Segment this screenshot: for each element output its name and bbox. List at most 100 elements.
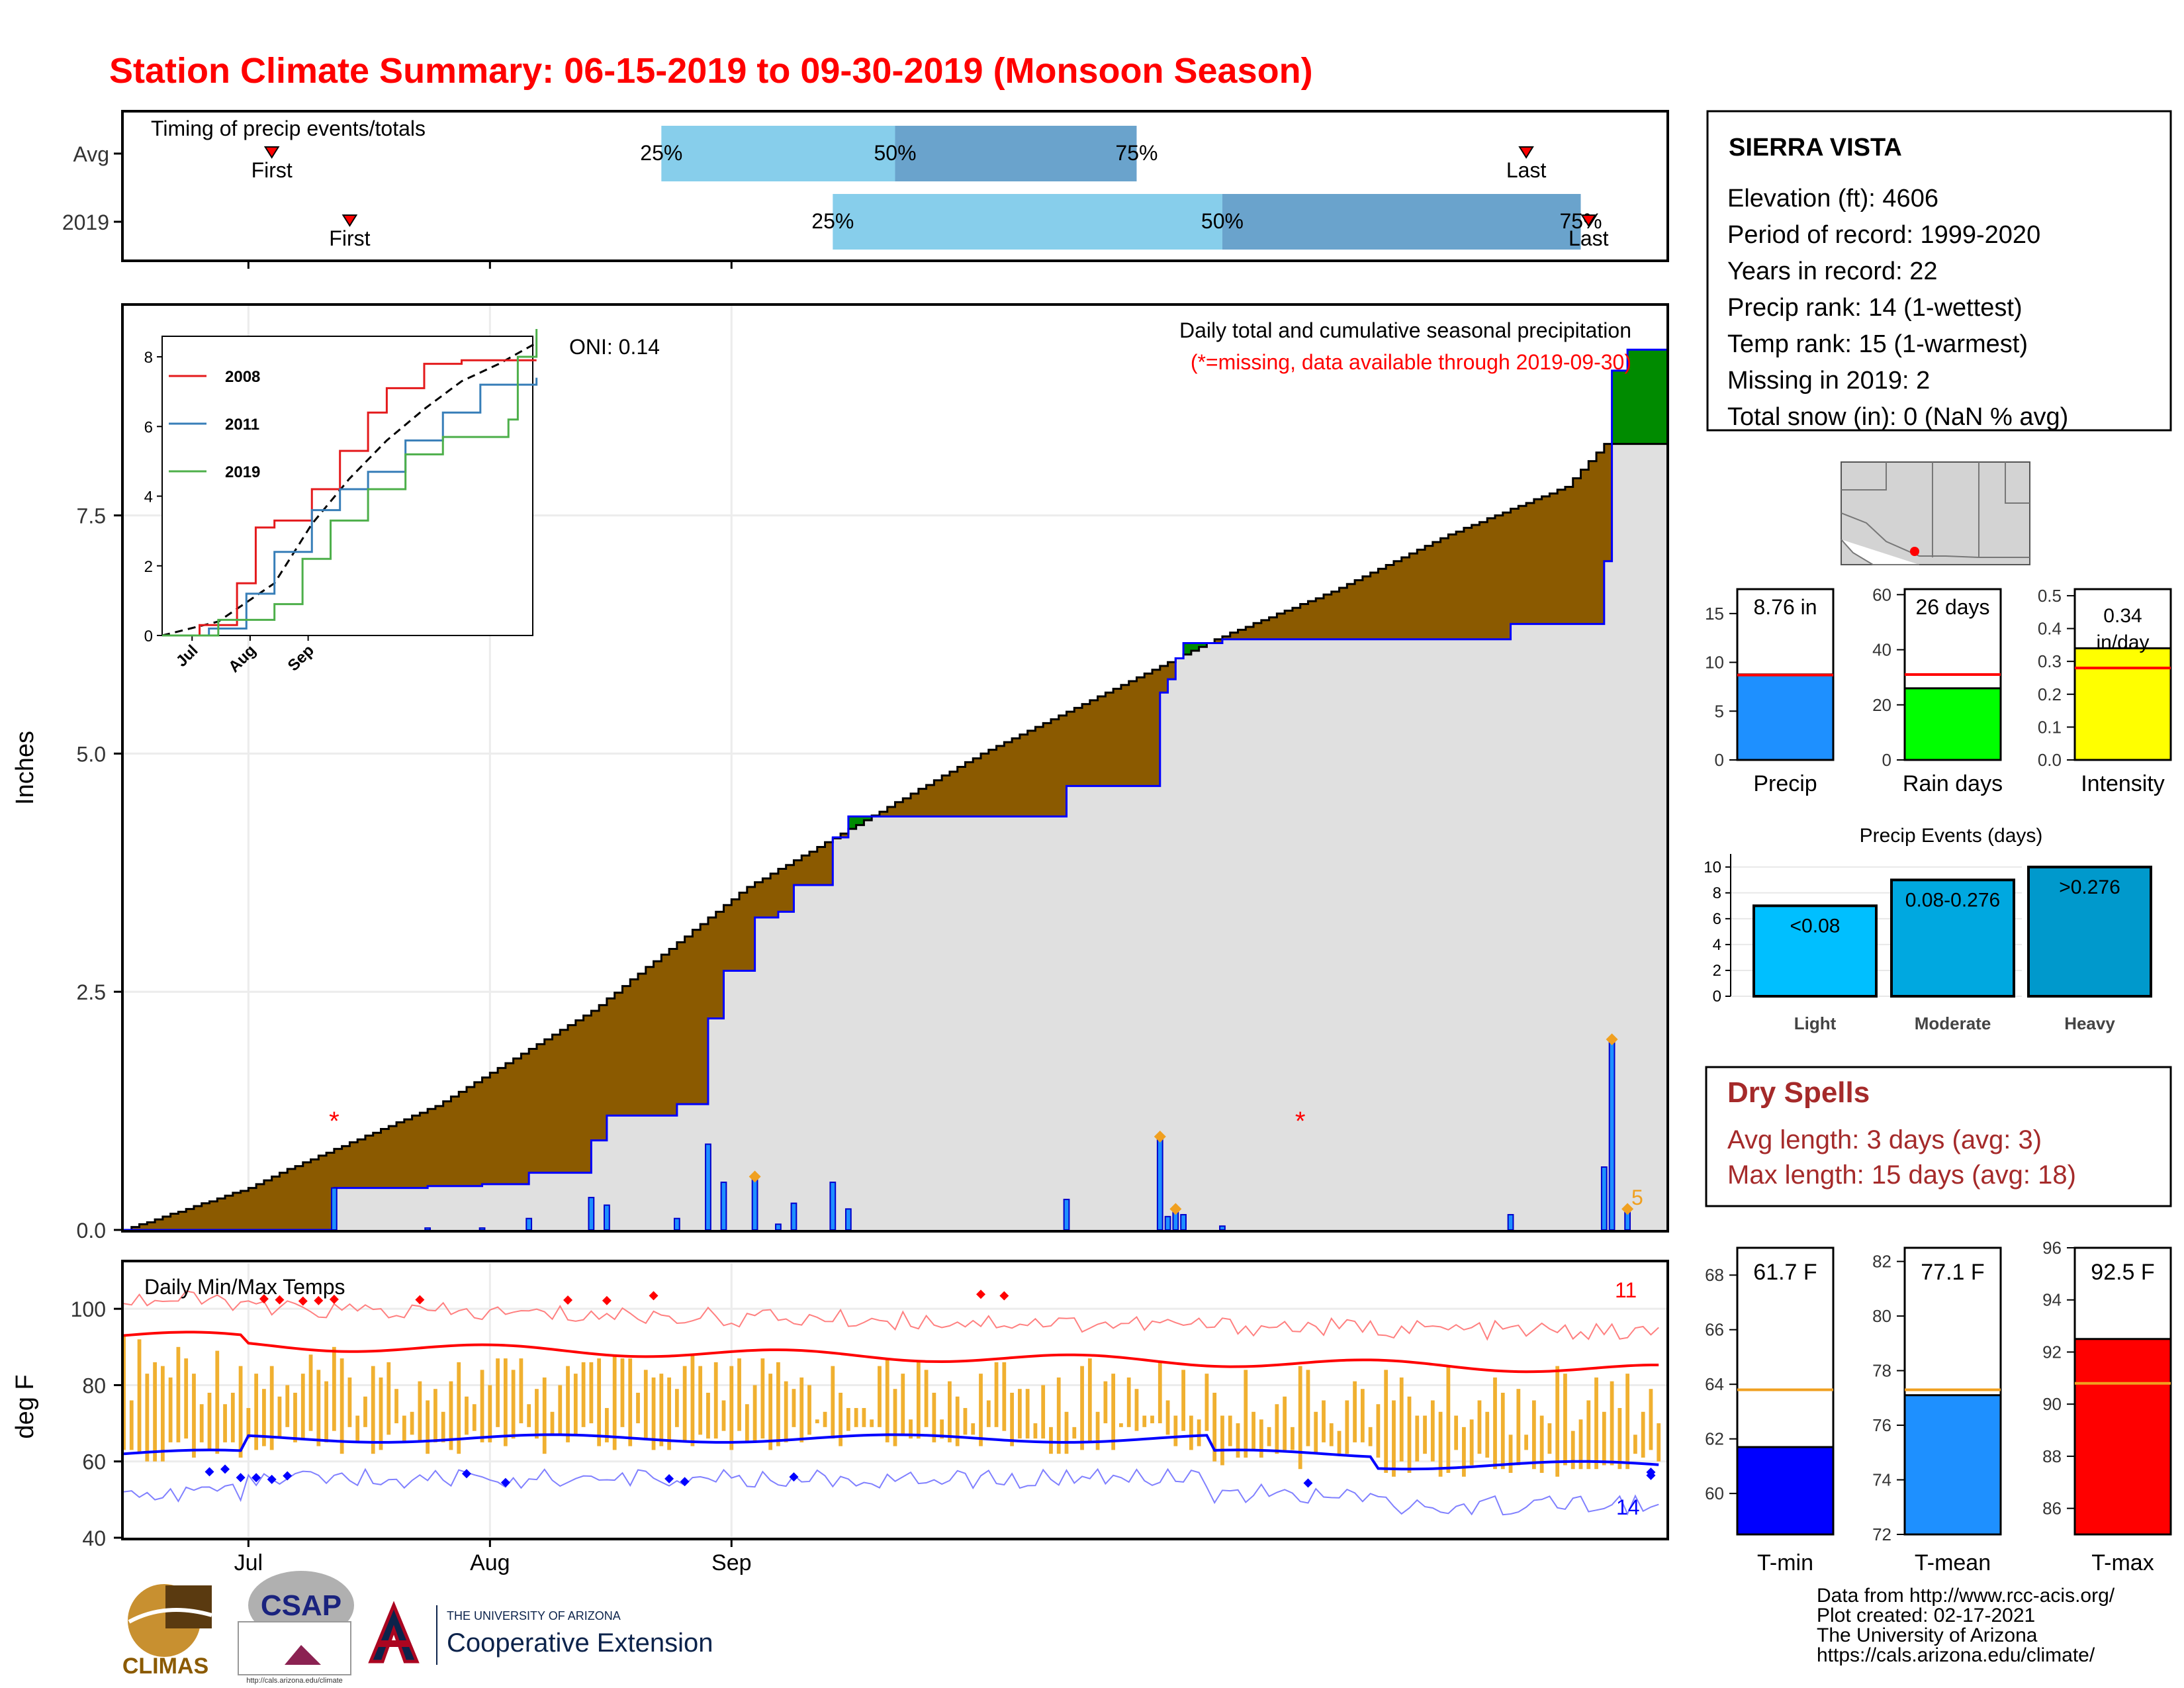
daily-temp-bar bbox=[293, 1392, 297, 1442]
temp-box-ytick-label: 74 bbox=[1872, 1470, 1891, 1490]
daily-temp-bar bbox=[1244, 1370, 1248, 1458]
dry-spells-title: Dry Spells bbox=[1727, 1076, 1870, 1109]
temp-box-ytick-label: 94 bbox=[2042, 1290, 2062, 1310]
total-ytick-label: 0.3 bbox=[2038, 651, 2062, 671]
daily-temp-bar bbox=[1033, 1423, 1038, 1439]
missing-marker: * bbox=[329, 1107, 340, 1136]
daily-temp-bar bbox=[223, 1404, 227, 1442]
daily-temp-bar bbox=[878, 1366, 882, 1427]
daily-temp-bar bbox=[1384, 1370, 1388, 1474]
total-ytick-label: 0.2 bbox=[2038, 684, 2062, 704]
daily-temp-bar bbox=[1111, 1374, 1116, 1450]
daily-temp-bar bbox=[1236, 1423, 1240, 1458]
daily-temp-bar bbox=[1119, 1423, 1123, 1427]
temp-box-ytick-label: 96 bbox=[2042, 1238, 2062, 1258]
daily-precip-bar bbox=[525, 1217, 533, 1231]
total-bar bbox=[1903, 687, 2002, 761]
daily-temp-bar bbox=[581, 1362, 586, 1427]
timing-bar-q25-q50 bbox=[661, 126, 895, 181]
daily-temp-bar bbox=[1649, 1389, 1653, 1450]
daily-temp-bar bbox=[893, 1389, 897, 1446]
footer-credits: Data from http://www.rcc-acis.org/ Plot … bbox=[1817, 1585, 2115, 1666]
inset-series-2011 bbox=[162, 377, 538, 637]
temp-box-ytick-label: 80 bbox=[1872, 1306, 1891, 1326]
temp-box-ytick-label: 92 bbox=[2042, 1342, 2062, 1362]
daily-temp-bar bbox=[441, 1411, 445, 1442]
daily-temp-bar bbox=[1493, 1377, 1497, 1470]
inset-legend-label: 2011 bbox=[225, 416, 259, 434]
temp-ytick-label: 100 bbox=[71, 1297, 106, 1321]
temp-box-value-label: 77.1 F bbox=[1921, 1260, 1984, 1285]
events-range-label: >0.276 bbox=[2059, 876, 2120, 898]
daily-temp-bar bbox=[815, 1419, 819, 1424]
timing-bar-q50-q75 bbox=[1222, 194, 1581, 250]
daily-temp-bar bbox=[465, 1396, 469, 1435]
daily-temp-bar bbox=[542, 1377, 547, 1454]
dry-spells-box: Dry Spells Avg length: 3 days (avg: 3) M… bbox=[1705, 1066, 2172, 1207]
total-ytick-label: 15 bbox=[1705, 604, 1724, 624]
daily-temp-bar bbox=[839, 1392, 842, 1446]
temp-box-ytick-label: 62 bbox=[1705, 1429, 1724, 1449]
record-high-marker bbox=[563, 1295, 573, 1305]
daily-temp-bar bbox=[784, 1381, 788, 1442]
record-high-marker bbox=[602, 1295, 612, 1305]
daily-temp-bar bbox=[752, 1385, 757, 1442]
daily-precip-bar bbox=[1063, 1198, 1070, 1231]
daily-temp-bar bbox=[277, 1396, 282, 1439]
timing-first-marker bbox=[263, 146, 280, 159]
climas-logo: CLIMAS bbox=[122, 1584, 212, 1679]
record-marker bbox=[1169, 1203, 1182, 1215]
month-label-jul: Jul bbox=[234, 1550, 263, 1575]
daily-temp-bar bbox=[1259, 1419, 1263, 1458]
daily-temp-bar bbox=[901, 1374, 905, 1435]
daily-temp-bar bbox=[1322, 1400, 1326, 1442]
total-ytick-label: 0.1 bbox=[2038, 717, 2062, 737]
csap-logo-text: CSAP bbox=[261, 1589, 341, 1622]
daily-temp-bar bbox=[1524, 1434, 1528, 1450]
daily-temp-bar bbox=[690, 1354, 695, 1446]
total-value-unit: in/day bbox=[2096, 632, 2149, 653]
daily-temp-bar bbox=[1095, 1411, 1100, 1450]
daily-temp-bar bbox=[1298, 1366, 1302, 1470]
main-ytick-label: 7.5 bbox=[77, 504, 106, 528]
total-ytick-label: 5 bbox=[1715, 701, 1724, 721]
daily-temp-bar bbox=[1602, 1411, 1606, 1466]
total-ytick-label: 0.4 bbox=[2038, 619, 2062, 639]
logos: CLIMAS CSAP http://cals.arizona.edu/clim… bbox=[122, 1571, 713, 1685]
daily-precip-bar bbox=[1507, 1213, 1514, 1231]
daily-temp-bar bbox=[1041, 1385, 1046, 1439]
average-cumulative-line bbox=[124, 443, 1666, 1231]
events-ytick-label: 2 bbox=[1713, 962, 1721, 980]
station-info-line: Temp rank: 15 (1-warmest) bbox=[1727, 330, 2028, 358]
daily-precip-bar bbox=[790, 1202, 797, 1231]
daily-temp-bar bbox=[682, 1366, 687, 1442]
daily-temp-bar bbox=[1087, 1358, 1092, 1442]
temp-box-label: T-mean bbox=[1915, 1550, 1991, 1575]
daily-temp-bar bbox=[168, 1377, 173, 1442]
daily-temp-bar bbox=[1423, 1415, 1427, 1454]
daily-temp-bar bbox=[1049, 1427, 1053, 1454]
daily-temp-bar bbox=[387, 1362, 391, 1435]
total-value-label: 0.34 bbox=[2103, 605, 2142, 627]
temp-box-bar bbox=[1736, 1446, 1835, 1536]
timing-last-marker bbox=[1518, 146, 1534, 159]
timing-last-marker bbox=[1580, 214, 1597, 227]
daily-temp-bar bbox=[1446, 1366, 1451, 1474]
daily-temp-bar bbox=[199, 1404, 204, 1442]
daily-temp-bar bbox=[1633, 1434, 1637, 1454]
daily-temp-bar bbox=[589, 1362, 594, 1424]
daily-temp-bar bbox=[1392, 1400, 1396, 1477]
events-category-label: Light bbox=[1794, 1013, 1837, 1033]
daily-temp-bar bbox=[1539, 1415, 1544, 1474]
timing-quantile-label: 75% bbox=[1115, 141, 1158, 165]
timing-panel: Timing of precip events/totals Avg 25% 50%… bbox=[62, 110, 1669, 269]
record-high-marker bbox=[976, 1289, 985, 1299]
timing-title: Timing of precip events/totals bbox=[151, 117, 426, 140]
timing-row-label: Avg bbox=[73, 142, 109, 166]
daily-temp-bar bbox=[916, 1362, 921, 1439]
record-low-marker bbox=[236, 1473, 246, 1483]
daily-temp-bar bbox=[1415, 1415, 1420, 1462]
station-info-line: Years in record: 22 bbox=[1727, 258, 1938, 285]
daily-temp-bar bbox=[636, 1392, 640, 1424]
total-ytick-label: 20 bbox=[1872, 695, 1891, 715]
